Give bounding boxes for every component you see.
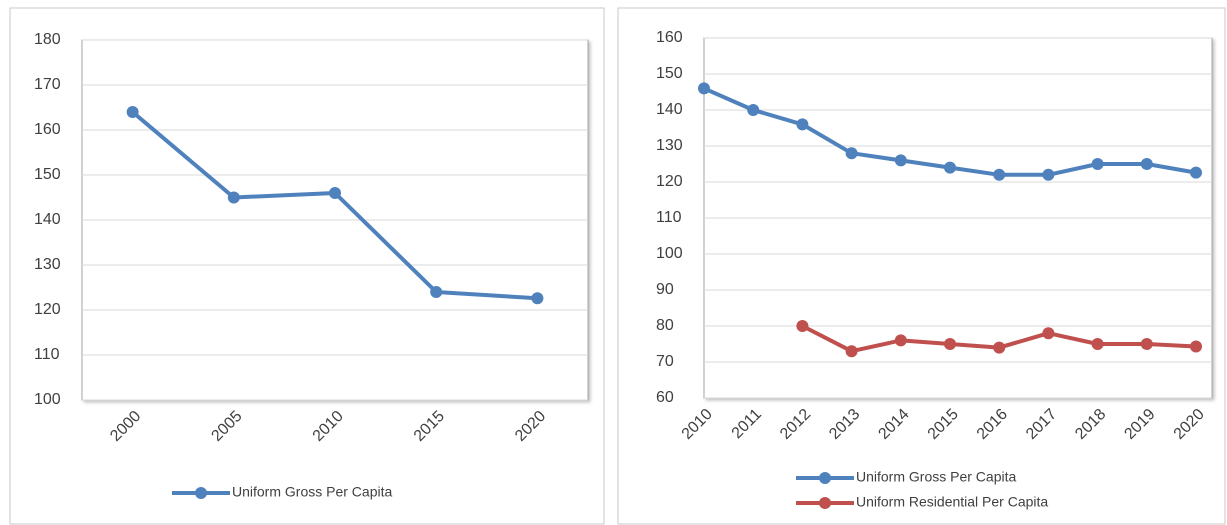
y-tick-label: 80 — [656, 317, 674, 334]
y-tick-label: 70 — [656, 353, 674, 370]
y-tick-label: 130 — [34, 256, 61, 273]
data-point — [1042, 327, 1055, 340]
y-tick-label: 90 — [656, 281, 674, 298]
y-tick-label: 160 — [656, 29, 683, 46]
y-tick-label: 140 — [656, 101, 683, 118]
data-point — [1091, 158, 1104, 170]
data-point — [227, 191, 240, 204]
y-tick-label: 110 — [34, 346, 60, 363]
y-tick-label: 130 — [656, 137, 683, 154]
data-point — [329, 187, 341, 199]
y-tick-label: 110 — [656, 209, 682, 226]
data-point — [1140, 338, 1153, 350]
legend-label: Uniform Gross Per Capita — [232, 484, 392, 500]
y-tick-label: 150 — [34, 166, 61, 183]
legend: Uniform Gross Per Capita Uniform Resident… — [796, 469, 1048, 510]
data-point — [1190, 166, 1202, 179]
y-tick-label: 120 — [656, 173, 683, 190]
legend-marker — [819, 497, 831, 509]
y-tick-label: 180 — [34, 31, 61, 48]
y-tick-label: 100 — [34, 391, 61, 408]
legend: Uniform Gross Per Capita — [172, 484, 392, 500]
y-tick-label: 160 — [34, 121, 61, 138]
legend-marker — [819, 472, 831, 484]
data-point — [531, 292, 544, 305]
y-tick-label: 140 — [34, 211, 61, 228]
data-point — [944, 338, 956, 350]
data-point — [1091, 338, 1104, 350]
data-point — [845, 345, 858, 358]
data-point — [1140, 158, 1153, 170]
data-point — [747, 104, 760, 116]
y-tick-label: 100 — [656, 245, 683, 262]
data-point — [845, 147, 858, 160]
data-point — [993, 168, 1006, 181]
data-point — [796, 118, 809, 131]
data-point — [698, 82, 710, 95]
data-point — [1042, 168, 1055, 181]
data-point — [894, 334, 907, 347]
data-point — [796, 320, 809, 332]
y-tick-label: 60 — [656, 389, 674, 406]
legend-marker — [195, 487, 207, 499]
legend-label: Uniform Residential Per Capita — [856, 494, 1048, 510]
data-point — [430, 286, 443, 298]
legend-label: Uniform Gross Per Capita — [856, 469, 1016, 485]
data-point — [944, 161, 956, 174]
y-tick-label: 120 — [34, 301, 61, 318]
data-point — [1190, 340, 1202, 353]
data-point — [126, 106, 139, 118]
y-tick-label: 170 — [34, 76, 61, 93]
data-point — [993, 341, 1006, 354]
y-tick-label: 150 — [656, 65, 683, 82]
data-point — [894, 154, 907, 167]
